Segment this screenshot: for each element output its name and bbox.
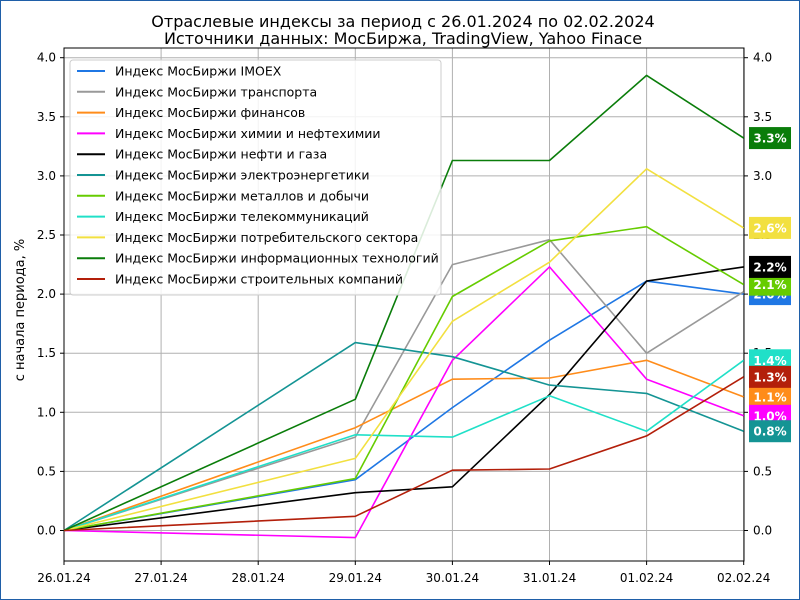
y-tick-label-right: 4.0: [753, 51, 772, 65]
y-tick-label-left: 2.0: [37, 287, 56, 301]
y-tick-label-right: 3.5: [753, 110, 772, 124]
legend-label: Индекс МосБиржи строительных компаний: [115, 272, 403, 287]
legend-entry: Индекс МосБиржи химии и нефтехимии: [77, 126, 381, 141]
end-tag-value: 1.3%: [753, 370, 786, 384]
chart-title: Отраслевые индексы за период с 26.01.202…: [151, 12, 654, 31]
end-tag-value: 2.6%: [753, 221, 786, 235]
end-tag-box: [749, 273, 791, 296]
y-tick-label-right: 0.0: [753, 524, 772, 538]
end-tag-8: 2.6%: [749, 216, 791, 239]
legend-entry: Индекс МосБиржи транспорта: [77, 84, 317, 99]
end-tag-value: 2.2%: [753, 260, 786, 274]
end-value-tags: 2.0%2.0%1.1%1.0%0.8%1.4%1.3%2.1%2.2%2.6%…: [749, 127, 791, 443]
end-tag-value: 1.4%: [753, 354, 786, 368]
series-line-8: [63, 168, 745, 532]
series-line-0: [63, 280, 744, 532]
end-tag-box: [749, 365, 791, 388]
legend-box: [69, 59, 442, 296]
x-tick-label: 27.01.24: [134, 571, 187, 585]
legend-label: Индекс МосБиржи химии и нефтехимии: [115, 126, 381, 141]
end-tag-value: 1.1%: [753, 390, 786, 404]
end-tag-box: [749, 349, 791, 372]
legend-label: Индекс МосБиржи электроэнергетики: [115, 168, 370, 183]
end-tag-box: [749, 255, 791, 278]
end-tag-box: [749, 216, 791, 239]
end-tag-2: 1.1%: [749, 385, 791, 408]
legend-label: Индекс МосБиржи телекоммуникаций: [115, 209, 369, 224]
series-line-1: [63, 238, 745, 532]
series-line-2: [63, 359, 744, 532]
x-tick-label: 28.01.24: [231, 571, 284, 585]
end-tag-box: [749, 385, 791, 408]
x-tick-label: 01.02.24: [620, 571, 673, 585]
x-tick-label: 30.01.24: [426, 571, 479, 585]
x-tick-label: 02.02.24: [717, 571, 770, 585]
end-tag-5: 0.8%: [749, 420, 791, 443]
end-tag-value: 2.1%: [753, 278, 786, 292]
legend-label: Индекс МосБиржи нефти и газа: [115, 147, 327, 162]
series-line-5: [63, 341, 744, 532]
legend-entry: Индекс МосБиржи строительных компаний: [77, 272, 403, 287]
legend: Индекс МосБиржи IMOEX Индекс МосБиржи тра…: [69, 59, 442, 296]
end-tag-7: 1.4%: [749, 349, 791, 372]
legend-entry: Индекс МосБиржи металлов и добычи: [77, 188, 369, 203]
legend-entry: Индекс МосБиржи электроэнергетики: [77, 168, 370, 183]
end-tag-value: 0.8%: [753, 425, 786, 439]
x-tick-label: 29.01.24: [329, 571, 382, 585]
y-tick-label-left: 3.0: [37, 169, 56, 183]
y-tick-label-right: 3.0: [753, 169, 772, 183]
end-tag-6: 2.1%: [749, 273, 791, 296]
x-tick-label: 26.01.24: [37, 571, 90, 585]
y-tick-label-left: 1.0: [37, 405, 56, 419]
legend-label: Индекс МосБиржи IMOEX: [115, 64, 282, 79]
legend-label: Индекс МосБиржи металлов и добычи: [115, 188, 369, 203]
end-tag-value: 3.3%: [753, 132, 786, 146]
plot-area: [63, 47, 745, 562]
series-line-4: [63, 266, 744, 532]
end-tag-4: 2.2%: [749, 255, 791, 278]
legend-label: Индекс МосБиржи потребительского сектора: [115, 230, 418, 245]
y-tick-label-left: 4.0: [37, 51, 56, 65]
end-tag-9: 3.3%: [749, 127, 791, 150]
y-tick-label-left: 0.5: [37, 464, 56, 478]
legend-label: Индекс МосБиржи информационных технологи…: [115, 251, 439, 266]
legend-entry: Индекс МосБиржи нефти и газа: [77, 147, 327, 162]
end-tag-10: 1.3%: [749, 365, 791, 388]
series-line-10: [63, 376, 745, 532]
legend-entry: Индекс МосБиржи потребительского сектора: [77, 230, 418, 245]
legend-label: Индекс МосБиржи транспорта: [115, 84, 317, 99]
y-tick-label-left: 2.5: [37, 228, 56, 242]
chart-subtitle: Источники данных: МосБиржа, TradingView,…: [164, 29, 642, 48]
y-tick-label-left: 3.5: [37, 110, 56, 124]
end-tag-box: [749, 127, 791, 150]
series-line-6: [63, 225, 745, 532]
series-line-3: [63, 266, 744, 539]
series-line-7: [63, 359, 745, 532]
legend-entry: Индекс МосБиржи IMOEX: [77, 64, 282, 79]
y-tick-label-right: 0.5: [753, 464, 772, 478]
y-tick-label-left: 0.0: [37, 524, 56, 538]
legend-label: Индекс МосБиржи финансов: [115, 105, 305, 120]
series-lines: [63, 74, 745, 539]
end-tag-box: [749, 420, 791, 443]
x-tick-label: 31.01.24: [523, 571, 576, 585]
end-tag-value: 1.0%: [753, 409, 786, 423]
legend-entry: Индекс МосБиржи телекоммуникаций: [77, 209, 369, 224]
legend-entry: Индекс МосБиржи финансов: [77, 105, 305, 120]
series-line-9: [63, 74, 745, 532]
y-tick-label-left: 1.5: [37, 346, 56, 360]
legend-entry: Индекс МосБиржи информационных технологи…: [77, 251, 439, 266]
y-axis-label: с начала периода, %: [13, 239, 28, 382]
